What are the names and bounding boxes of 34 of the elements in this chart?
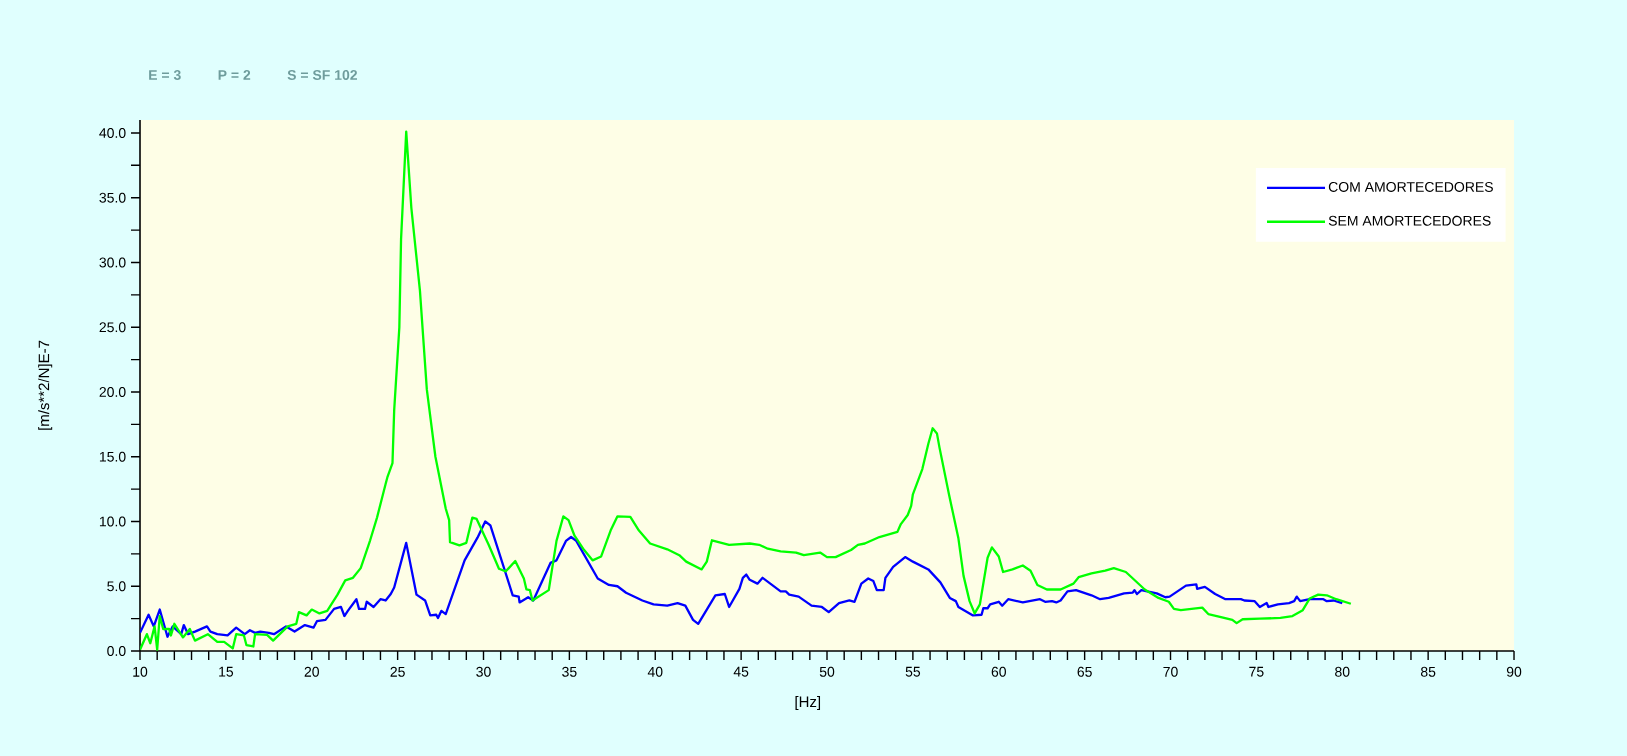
x-tick-label: 90 [1506, 666, 1522, 677]
y-tick-label: 35.0 [99, 192, 126, 203]
x-tick-label: 50 [819, 666, 835, 677]
text: P = 2 [218, 70, 251, 80]
line-series [140, 520, 1344, 638]
y-tick-label: 20.0 [99, 387, 126, 397]
x-tick-label: 85 [1420, 666, 1436, 677]
x-tick-label: 15 [219, 666, 234, 677]
x-tick-label: 60 [991, 666, 1006, 677]
x-tick-label: 70 [1163, 666, 1178, 677]
y-tick-label: 30.0 [99, 257, 126, 268]
x-tick-label: 30 [476, 666, 491, 677]
y-tick-label: 15.0 [99, 451, 126, 462]
x-tick-label: 35 [562, 666, 577, 677]
x-tick-label: 10 [133, 666, 148, 677]
legend-label: SEM AMORTECEDORES [1328, 215, 1491, 226]
x-tick-label: 40 [647, 666, 663, 677]
x-tick-label: 80 [1335, 666, 1350, 677]
x-tick-label: 20 [304, 666, 319, 677]
y-tick-label: 25.0 [99, 322, 126, 333]
x-tick-label: 65 [1077, 666, 1092, 677]
text: E = 3 [149, 70, 181, 80]
text: S = SF 102 [287, 70, 358, 80]
legend-label: COM AMORTECEDORES [1328, 181, 1493, 192]
y-tick-label: 40.0 [99, 127, 126, 138]
y-axis-title: [m/s**2/N]E-7 [38, 340, 53, 430]
x-tick-label: 45 [733, 666, 749, 677]
y-tick-label: 10.0 [99, 516, 126, 527]
x-tick-label: 25 [390, 666, 405, 677]
y-tick-label: 0.0 [107, 646, 126, 656]
x-tick-label: 55 [905, 666, 921, 677]
x-tick-label: 75 [1249, 666, 1264, 677]
x-axis-title: [Hz] [795, 696, 821, 711]
y-tick-label: 5.0 [107, 581, 126, 592]
